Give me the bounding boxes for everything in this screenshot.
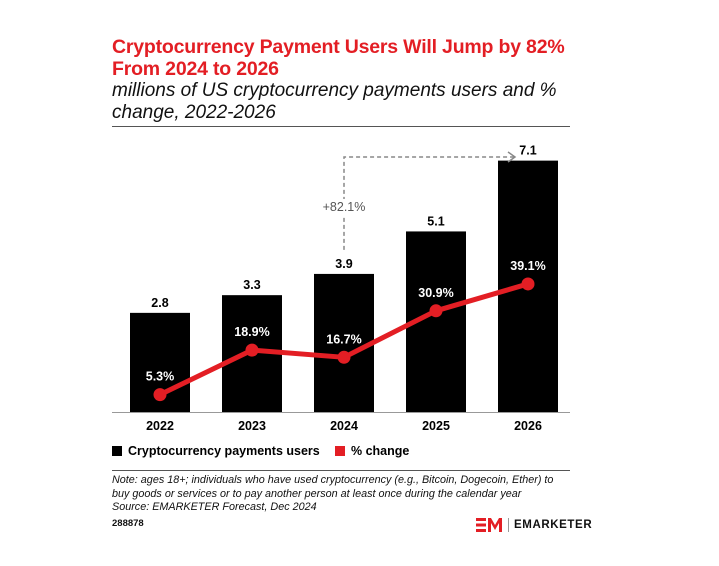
brand-logo: EMARKETER [476,516,592,534]
note-line-2: buy goods or services or to pay another … [112,487,522,500]
brand-name: EMARKETER [514,519,593,531]
top-divider [112,126,570,127]
note-line-3: Source: EMARKETER Forecast, Dec 2024 [112,501,317,513]
bar-value-label: 3.9 [335,257,352,271]
growth-arrow-head [507,151,517,163]
legend-item-line: % change [335,444,409,458]
growth-annotation: +82.1% [323,200,366,214]
pct-value-label: 18.9% [234,325,269,339]
bar-value-label: 5.1 [427,214,444,228]
logo-separator [508,518,509,532]
x-tick-label: 2022 [146,419,174,433]
em-logo-icon [476,518,502,532]
x-tick-label: 2024 [330,419,358,433]
growth-arrow-line [343,156,514,250]
chart-subtitle: millions of US cryptocurrency payments u… [112,80,557,123]
pct-point-2024 [337,350,351,364]
combo-chart: 2.8 2022 3.3 2023 3.9 2024 5.1 2025 7.1 2026 +82.1… [112,144,570,433]
x-tick-label: 2023 [238,419,266,433]
bar-2024 [314,273,374,412]
chart-title: Cryptocurrency Payment Users Will Jump b… [112,36,565,80]
pct-point-2026 [521,277,535,291]
bottom-divider [112,470,570,471]
pct-value-label: 30.9% [418,286,453,300]
legend-label-bars: Cryptocurrency payments users [128,444,320,458]
pct-point-2022 [153,388,167,402]
chart-id: 288878 [112,518,144,529]
pct-value-label: 39.1% [510,259,545,273]
pct-point-2023 [245,343,259,357]
legend-swatch-bars [112,446,122,456]
pct-value-label: 16.7% [326,332,361,346]
x-tick-label: 2025 [422,419,450,433]
note-line-1: Note: ages 18+; individuals who have use… [112,474,554,486]
x-tick-label: 2026 [514,419,542,433]
legend-label-line: % change [351,444,410,458]
legend-swatch-line [335,446,345,456]
legend-item-bars: Cryptocurrency payments users [112,444,320,458]
pct-point-2025 [429,304,443,318]
pct-value-label: 5.3% [146,370,175,384]
bar-value-label: 7.1 [519,144,536,158]
bar-value-label: 2.8 [151,296,168,310]
annotation-backing [320,199,368,215]
bar-value-label: 3.3 [243,278,260,292]
footnote: Note: ages 18+; individuals who have use… [112,474,582,515]
